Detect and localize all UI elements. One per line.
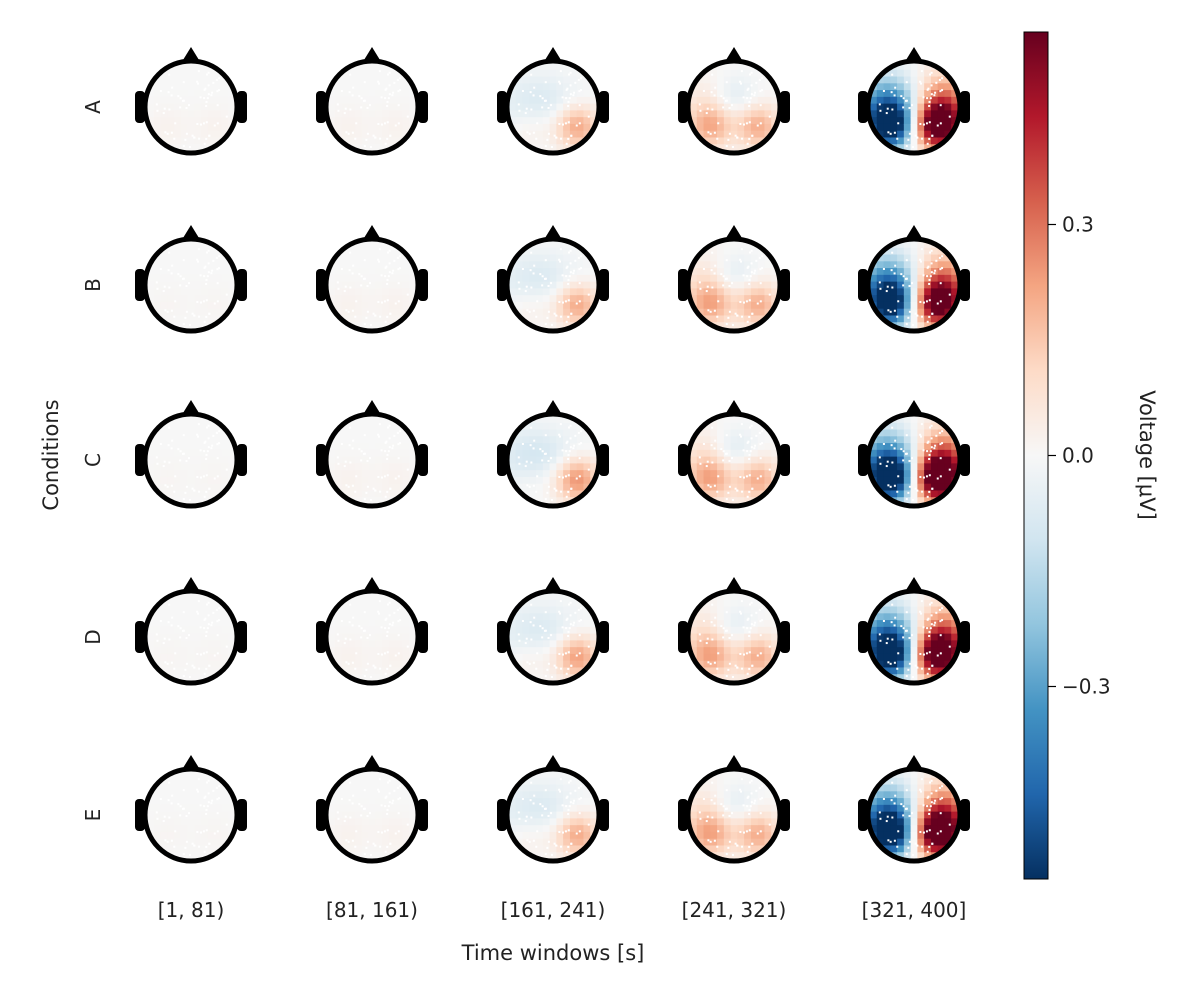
topoplot-e-5 [858, 755, 970, 864]
column-label-3: [161, 241) [501, 898, 606, 922]
topoplot-d-1 [135, 577, 247, 686]
colorbar-label: Voltage [μV] [1135, 390, 1159, 520]
topoplot-c-4 [678, 400, 790, 509]
row-labels: A B C D E [81, 100, 105, 821]
topoplot-a-1 [135, 47, 247, 156]
topoplot-c-2 [316, 400, 428, 509]
topoplot-a-5 [858, 47, 970, 156]
y-axis-title: Conditions [39, 399, 63, 510]
topoplot-c-3 [497, 400, 609, 509]
colorbar-tick-label: 0.3 [1062, 213, 1094, 237]
colorbar-gradient [1023, 31, 1049, 880]
x-axis-title: Time windows [s] [461, 941, 645, 965]
topoplot-b-4 [678, 225, 790, 334]
column-label-1: [1, 81) [158, 898, 225, 922]
topoplot-a-3 [497, 47, 609, 156]
topoplot-d-2 [316, 577, 428, 686]
colorbar: 0.3 0.0 −0.3 Voltage [μV] [1023, 31, 1159, 880]
topoplot-b-1 [135, 225, 247, 334]
topoplot-d-4 [678, 577, 790, 686]
topoplot-d-5 [858, 577, 970, 686]
topoplot-b-5 [858, 225, 970, 334]
row-label-e: E [81, 809, 105, 822]
topoplot-d-3 [497, 577, 609, 686]
colorbar-tick-label: −0.3 [1062, 675, 1111, 699]
topoplot-a-2 [316, 47, 428, 156]
row-label-b: B [81, 278, 105, 292]
row-label-a: A [81, 100, 105, 114]
topoplot-b-2 [316, 225, 428, 334]
topoplot-e-4 [678, 755, 790, 864]
column-labels: [1, 81) [81, 161) [161, 241) [241, 321) [321… [158, 898, 967, 922]
colorbar-ticks: 0.3 0.0 −0.3 [1048, 213, 1111, 699]
column-label-5: [321, 400] [862, 898, 967, 922]
topoplot-a-4 [678, 47, 790, 156]
topoplot-grid [135, 47, 970, 864]
row-label-c: C [81, 453, 105, 467]
topoplot-c-1 [135, 400, 247, 509]
topoplot-b-3 [497, 225, 609, 334]
topoplot-e-3 [497, 755, 609, 864]
row-label-d: D [81, 629, 105, 644]
topoplot-e-1 [135, 755, 247, 864]
column-label-4: [241, 321) [682, 898, 787, 922]
topoplot-c-5 [858, 400, 970, 509]
topoplot-e-2 [316, 755, 428, 864]
column-label-2: [81, 161) [326, 898, 418, 922]
colorbar-tick-label: 0.0 [1062, 444, 1094, 468]
